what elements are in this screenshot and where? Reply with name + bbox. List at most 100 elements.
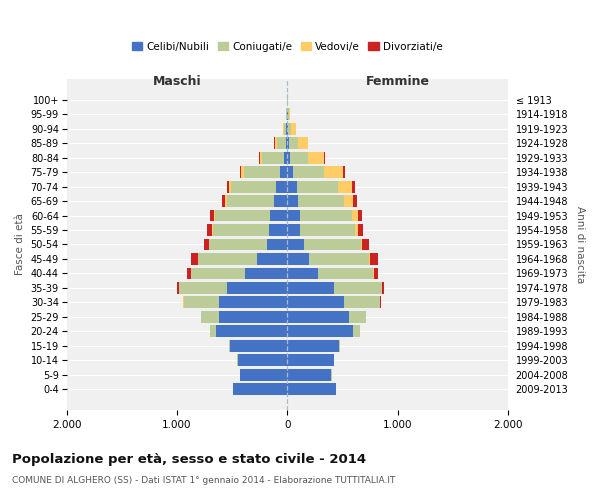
Bar <box>297 180 338 192</box>
Bar <box>241 166 244 178</box>
Bar <box>215 210 270 222</box>
Bar <box>287 137 289 149</box>
Bar <box>219 311 287 323</box>
Bar <box>355 224 358 236</box>
Bar <box>229 180 231 192</box>
Bar <box>352 210 358 222</box>
Bar <box>270 210 287 222</box>
Bar <box>274 195 287 207</box>
Bar <box>287 152 290 164</box>
Bar <box>362 238 369 250</box>
Bar <box>287 122 289 134</box>
Bar <box>201 311 219 323</box>
Bar <box>210 210 214 222</box>
Bar <box>209 238 267 250</box>
Bar <box>289 122 291 134</box>
Bar <box>222 195 226 207</box>
Bar <box>215 326 287 338</box>
Bar <box>287 268 318 280</box>
Bar <box>287 180 297 192</box>
Bar <box>361 238 362 250</box>
Bar <box>219 296 287 308</box>
Bar <box>287 210 301 222</box>
Bar <box>287 195 298 207</box>
Bar <box>344 296 380 308</box>
Bar <box>269 224 287 236</box>
Bar <box>244 166 280 178</box>
Bar <box>287 311 349 323</box>
Bar <box>344 195 353 207</box>
Bar <box>289 108 290 120</box>
Bar <box>288 108 289 120</box>
Bar <box>370 253 377 265</box>
Bar <box>286 108 287 120</box>
Bar <box>353 326 359 338</box>
Bar <box>230 340 287 352</box>
Bar <box>287 326 353 338</box>
Bar <box>286 122 287 134</box>
Bar <box>276 180 287 192</box>
Bar <box>213 224 269 236</box>
Bar <box>287 354 334 366</box>
Bar <box>304 238 361 250</box>
Bar <box>324 152 325 164</box>
Bar <box>352 180 355 192</box>
Bar <box>298 137 308 149</box>
Bar <box>338 180 352 192</box>
Bar <box>287 296 344 308</box>
Bar <box>203 238 209 250</box>
Bar <box>179 282 227 294</box>
Bar <box>257 253 287 265</box>
Bar <box>260 152 262 164</box>
Bar <box>301 224 355 236</box>
Bar <box>207 224 212 236</box>
Bar <box>184 296 219 308</box>
Bar <box>227 195 274 207</box>
Text: Femmine: Femmine <box>365 75 430 88</box>
Bar <box>353 195 357 207</box>
Bar <box>301 210 352 222</box>
Bar <box>287 253 310 265</box>
Bar <box>210 326 215 338</box>
Bar <box>349 311 366 323</box>
Bar <box>339 340 340 352</box>
Bar <box>226 195 227 207</box>
Bar <box>267 238 287 250</box>
Bar <box>275 137 277 149</box>
Bar <box>343 166 344 178</box>
Bar <box>290 152 308 164</box>
Bar <box>229 340 230 352</box>
Bar <box>245 268 287 280</box>
Bar <box>382 282 384 294</box>
Bar <box>298 195 344 207</box>
Bar <box>287 282 334 294</box>
Bar <box>287 340 339 352</box>
Bar <box>289 137 298 149</box>
Bar <box>287 369 331 380</box>
Bar <box>240 369 287 380</box>
Bar <box>187 268 191 280</box>
Bar <box>214 210 215 222</box>
Text: Maschi: Maschi <box>152 75 201 88</box>
Text: Popolazione per età, sesso e stato civile - 2014: Popolazione per età, sesso e stato civil… <box>12 452 366 466</box>
Bar <box>318 268 373 280</box>
Bar <box>293 166 324 178</box>
Bar <box>286 137 287 149</box>
Bar <box>291 122 296 134</box>
Bar <box>283 122 284 134</box>
Bar <box>287 224 301 236</box>
Bar <box>227 282 287 294</box>
Bar <box>178 282 179 294</box>
Bar <box>231 180 276 192</box>
Bar <box>374 268 378 280</box>
Bar <box>277 137 286 149</box>
Bar <box>358 210 362 222</box>
Legend: Celibi/Nubili, Coniugati/e, Vedovi/e, Divorziati/e: Celibi/Nubili, Coniugati/e, Vedovi/e, Di… <box>128 38 447 56</box>
Bar <box>198 253 257 265</box>
Bar <box>287 238 304 250</box>
Bar <box>284 122 286 134</box>
Bar <box>308 152 324 164</box>
Bar <box>369 253 370 265</box>
Bar <box>191 253 197 265</box>
Bar <box>310 253 369 265</box>
